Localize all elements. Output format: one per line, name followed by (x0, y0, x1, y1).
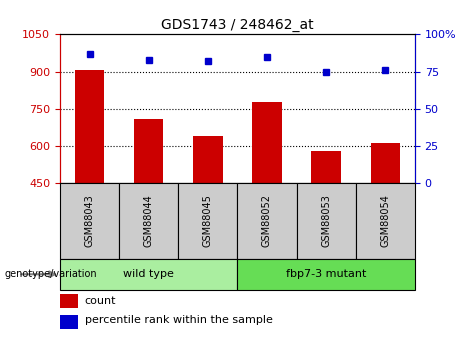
Bar (60, 183, 119, 259)
Bar (134, 119, 164, 183)
Text: wild type: wild type (123, 269, 174, 279)
Bar (193, 136, 223, 183)
Bar (311, 151, 341, 183)
Bar (371, 143, 400, 183)
Bar (252, 102, 282, 183)
Bar (178, 183, 237, 259)
Text: count: count (85, 296, 116, 306)
Bar (237, 259, 415, 290)
Text: GSM88044: GSM88044 (144, 195, 154, 247)
Bar (60, 315, 77, 329)
Bar (119, 183, 178, 259)
Text: GSM88053: GSM88053 (321, 194, 331, 247)
Bar (356, 183, 415, 259)
Bar (60, 259, 237, 290)
Text: percentile rank within the sample: percentile rank within the sample (85, 315, 272, 325)
Text: fbp7-3 mutant: fbp7-3 mutant (286, 269, 366, 279)
Text: genotype/variation: genotype/variation (5, 269, 97, 279)
Bar (75, 70, 104, 183)
Title: GDS1743 / 248462_at: GDS1743 / 248462_at (161, 18, 314, 32)
Bar (296, 183, 356, 259)
Text: GSM88045: GSM88045 (203, 194, 213, 247)
Bar (237, 183, 296, 259)
Bar (60, 294, 77, 308)
Text: GSM88052: GSM88052 (262, 194, 272, 247)
Text: GSM88054: GSM88054 (380, 194, 390, 247)
Text: GSM88043: GSM88043 (84, 195, 95, 247)
